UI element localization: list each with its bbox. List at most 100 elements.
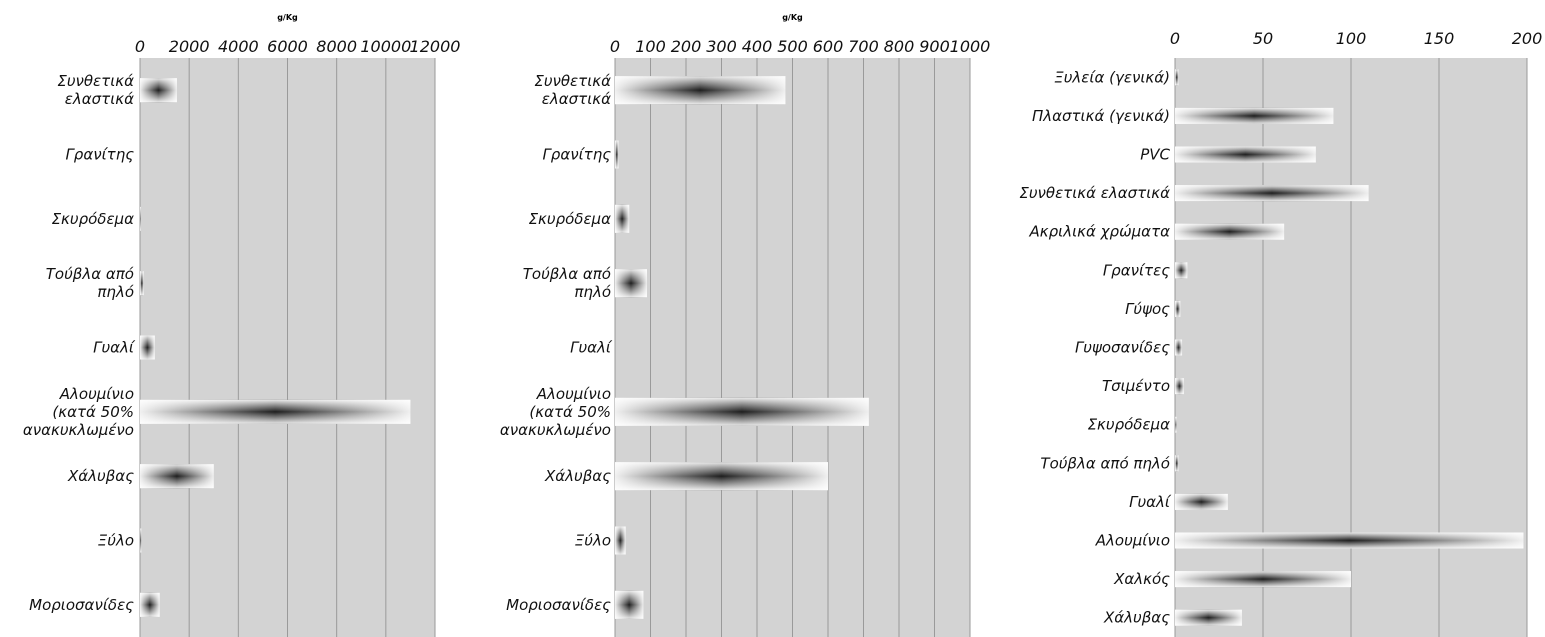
bar-shading	[140, 464, 214, 489]
x-tick-label: 900	[919, 37, 950, 56]
category-label-line: Χάλυβας	[1103, 609, 1170, 627]
category-label: Σκυρόδεμα	[529, 210, 612, 228]
unit-label: g/Kg	[277, 13, 298, 22]
bar-shading	[1175, 69, 1179, 86]
bar-shading	[1175, 146, 1316, 163]
category-label-line: Αλουμίνιο	[59, 385, 134, 403]
category-label: Αλουμίνιο	[1095, 532, 1170, 550]
x-tick-label: 200	[1512, 29, 1543, 48]
category-label-line: Συνθετικά ελαστικά	[1019, 184, 1170, 202]
category-label-line: Γύψος	[1125, 300, 1170, 318]
chart-2: 0 100 200 300 400 500 600 700 800 900 1000 g/Kg Συνθ…	[500, 13, 991, 637]
chart-3: 0 50 100 150 200 Ξυλεία (γενικά) Πλαστικά (γεν…	[1019, 29, 1542, 637]
x-tick-label: 800	[884, 37, 915, 56]
category-label: Σκυρόδεμα	[52, 210, 135, 228]
x-tick-label: 100	[635, 37, 666, 56]
category-label-line: (κατά 50%	[529, 403, 611, 421]
category-label-line: Γυψοσανίδες	[1075, 339, 1170, 357]
category-label-line: Ακριλικά χρώματα	[1029, 223, 1171, 241]
category-label: Χαλκός	[1113, 570, 1170, 588]
category-label: Χάλυβας	[1103, 609, 1170, 627]
category-label: Μοριοσανίδες	[29, 596, 134, 614]
category-label: Ξύλο	[575, 532, 611, 550]
category-label: Τσιμέντο	[1102, 377, 1170, 395]
bar-shading	[1175, 300, 1181, 317]
category-label-line: Γρανίτης	[65, 146, 134, 164]
x-tick-label: 400	[742, 37, 773, 56]
category-label-line: Αλουμίνιο	[1095, 532, 1170, 550]
x-tick-label: 700	[848, 37, 879, 56]
category-label: Τούβλα από πηλό	[523, 265, 611, 301]
x-tick-label: 150	[1424, 29, 1455, 48]
bar-shading	[1175, 609, 1242, 626]
category-label-line: Γυαλί	[570, 339, 613, 357]
category-label: Ακριλικά χρώματα	[1029, 223, 1171, 241]
category-label-line: Συνθετικά	[534, 72, 611, 90]
x-tick-label: 6000	[267, 37, 308, 56]
category-label-line: Σκυρόδεμα	[529, 210, 612, 228]
category-label-line: Αλουμίνιο	[536, 385, 611, 403]
category-label-line: Γρανίτες	[1103, 261, 1170, 279]
category-label: Συνθετικά ελαστικά	[57, 72, 134, 108]
category-label: Χάλυβας	[544, 467, 611, 485]
bar-shading	[1175, 378, 1184, 395]
category-label: Χάλυβας	[67, 467, 134, 485]
category-label-line: Γυαλί	[93, 339, 136, 357]
category-label: Αλουμίνιο (κατά 50% ανακυκλωμένο	[23, 385, 134, 439]
unit-label: g/Kg	[782, 13, 803, 22]
category-label: PVC	[1140, 146, 1170, 164]
bar-shading	[140, 335, 155, 360]
bar-shading	[615, 590, 644, 619]
bar-shading	[1175, 571, 1351, 588]
bar-shading	[615, 397, 869, 426]
x-tick-label: 8000	[316, 37, 357, 56]
x-tick-label: 10000	[360, 37, 411, 56]
bar-shading	[1175, 455, 1179, 472]
category-label-line: Ξύλο	[575, 532, 611, 550]
category-label: Ξύλο	[98, 532, 134, 550]
category-label: Συνθετικά ελαστικά	[534, 72, 611, 108]
category-label-line: Χαλκός	[1113, 570, 1170, 588]
bar-shading	[615, 462, 828, 491]
bar-shading	[140, 399, 411, 424]
bar-shading	[1175, 493, 1228, 510]
category-label-line: ελαστικά	[65, 90, 134, 108]
category-label: Γυψοσανίδες	[1075, 339, 1170, 357]
bar-shading	[615, 204, 630, 233]
x-tick-label: 12000	[410, 37, 461, 56]
category-label-line: ελαστικά	[542, 90, 611, 108]
category-label: Μοριοσανίδες	[506, 596, 611, 614]
category-label: Αλουμίνιο (κατά 50% ανακυκλωμένο	[500, 385, 611, 439]
category-label-line: Ξυλεία (γενικά)	[1054, 68, 1170, 86]
category-label-line: Γυαλί	[1129, 493, 1172, 511]
category-label: Συνθετικά ελαστικά	[1019, 184, 1170, 202]
category-label-line: ανακυκλωμένο	[23, 421, 134, 439]
category-label-line: πηλό	[97, 283, 134, 301]
category-label-line: Μοριοσανίδες	[29, 596, 134, 614]
bar-shading	[140, 528, 142, 553]
category-label-line: Σκυρόδεμα	[1088, 416, 1171, 434]
bar-shading	[140, 78, 177, 103]
category-label: Γυαλί	[570, 339, 613, 357]
category-label: Σκυρόδεμα	[1088, 416, 1171, 434]
category-label: Γρανίτης	[542, 146, 611, 164]
bar-shading	[615, 140, 619, 169]
x-tick-label: 0	[1170, 29, 1180, 48]
category-label: Πλαστικά (γενικά)	[1032, 107, 1170, 125]
category-label-line: Συνθετικά	[57, 72, 134, 90]
bar-shading	[1175, 185, 1369, 202]
bar-shading	[615, 526, 626, 555]
x-tick-label: 2000	[169, 37, 210, 56]
bar-shading	[1175, 223, 1285, 240]
category-label: Γυαλί	[93, 339, 136, 357]
x-tick-label: 100	[1336, 29, 1367, 48]
category-label-line: (κατά 50%	[52, 403, 134, 421]
category-label-line: Γρανίτης	[542, 146, 611, 164]
x-tick-label: 1000	[950, 37, 991, 56]
category-label-line: Ξύλο	[98, 532, 134, 550]
bar-shading	[1175, 416, 1177, 433]
category-label: Τούβλα από πηλό	[1040, 454, 1170, 472]
category-label-line: Τούβλα από	[523, 265, 611, 283]
